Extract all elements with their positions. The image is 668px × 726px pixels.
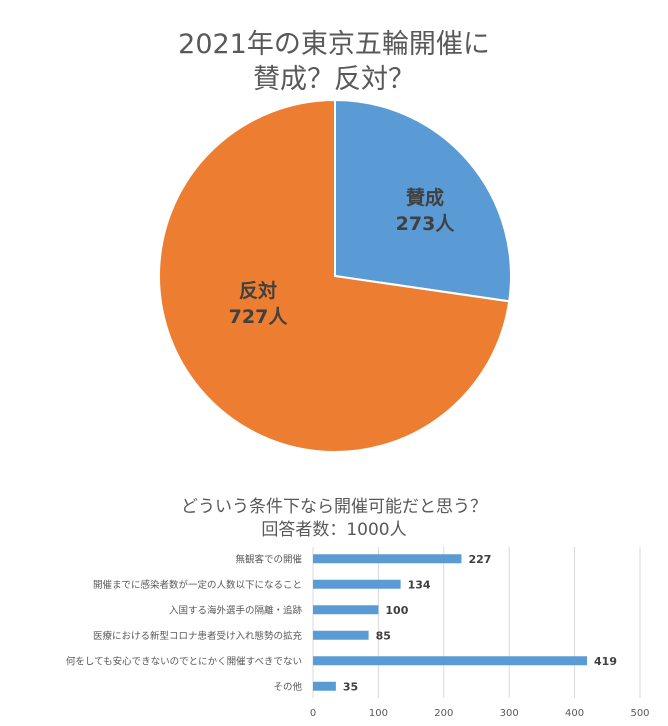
bar-5 <box>313 681 336 691</box>
bar-category-label: 入国する海外選手の隔離・追跡 <box>169 604 303 616</box>
pie-slices <box>158 98 512 453</box>
bar-chart: どういう条件下なら開催可能だと思う？ 回答者数：1000人 0 100 200 300… <box>66 497 650 719</box>
bar-value-label: 419 <box>594 655 617 668</box>
bar-value-label: 85 <box>376 629 391 642</box>
bar-x-tick-label: 500 <box>630 708 649 719</box>
bar-4 <box>313 656 588 666</box>
bar-value-label: 100 <box>385 604 408 617</box>
pie-slice-label-yes: 賛成 <box>406 186 444 209</box>
bar-category-label: 開催までに感染者数が一定の人数以下になること <box>93 579 302 591</box>
bar-rects <box>313 554 588 691</box>
pie-chart: 2021年の東京五輪開催に 賛成？反対？ 賛成 273人 反対 727人 <box>158 29 512 453</box>
pie-title-line-1: 2021年の東京五輪開催に <box>178 29 490 60</box>
bar-x-tick-label: 400 <box>565 708 584 719</box>
bar-gridlines <box>312 547 641 698</box>
pie-slice-0 <box>334 98 512 303</box>
bar-category-label: その他 <box>273 681 302 693</box>
bar-x-tick-label: 100 <box>369 708 388 719</box>
bar-0 <box>313 554 462 564</box>
bar-category-label: 何をしても安心できないのでとにかく開催すべきでない <box>66 655 302 667</box>
bar-x-ticks: 0 100 200 300 400 500 <box>310 708 650 719</box>
bar-value-label: 227 <box>468 553 491 566</box>
pie-slice-value-no: 727人 <box>229 306 289 328</box>
bar-category-label: 医療における新型コロナ患者受け入れ態勢の拡充 <box>93 630 303 642</box>
bar-value-label: 134 <box>408 578 431 591</box>
bar-2 <box>313 605 379 615</box>
bar-category-labels: 無観客での開催開催までに感染者数が一定の人数以下になること入国する海外選手の隔離… <box>66 553 303 693</box>
bar-x-tick-label: 0 <box>310 708 316 719</box>
bar-x-tick-label: 300 <box>500 708 519 719</box>
bar-title-line-2: 回答者数：1000人 <box>261 520 406 540</box>
pie-title-line-2: 賛成？反対？ <box>253 64 415 95</box>
pie-slice-label-no: 反対 <box>239 279 277 302</box>
pie-slice-1 <box>158 98 511 453</box>
bar-3 <box>313 630 369 640</box>
bar-1 <box>313 579 401 589</box>
bar-category-label: 無観客での開催 <box>235 553 302 565</box>
bar-title-line-1: どういう条件下なら開催可能だと思う？ <box>181 497 487 517</box>
bar-x-tick-label: 200 <box>434 708 453 719</box>
bar-value-label: 35 <box>343 680 358 693</box>
pie-slice-value-yes: 273人 <box>396 213 456 235</box>
